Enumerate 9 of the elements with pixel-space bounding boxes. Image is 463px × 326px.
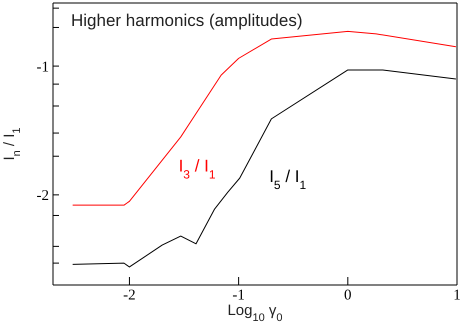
x-tick-label: 1 (453, 288, 461, 304)
series-label: I$_{5}$ / I$_{1}$ (269, 166, 307, 192)
x-tick-label: 0 (344, 288, 352, 304)
x-tick-label: -2 (123, 288, 136, 304)
line-series (72, 30, 456, 206)
series-label: I$_{3}$ / I$_{1}$ (178, 156, 216, 182)
text: Higher harmonics (amplitudes) (71, 11, 302, 30)
x-axis-title: Log$_{10}$ γ$_{0}$ (227, 302, 283, 324)
x-tick-label: -1 (232, 288, 245, 304)
